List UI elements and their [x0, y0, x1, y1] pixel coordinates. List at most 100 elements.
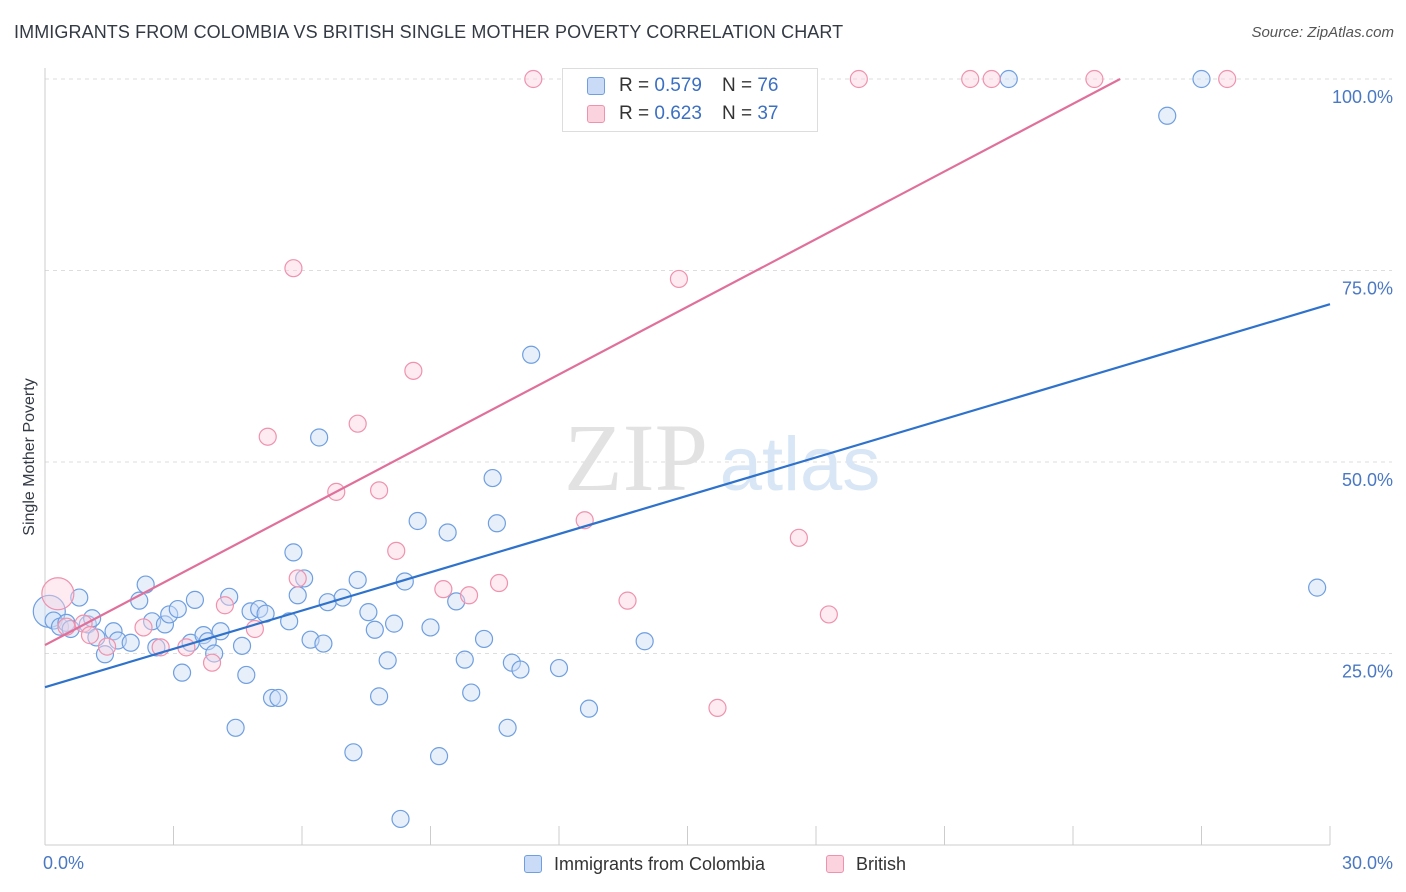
- british-point: [370, 481, 389, 500]
- colombia-point: [314, 634, 333, 653]
- colombia-trend-line: [44, 303, 1331, 689]
- british-point: [669, 269, 689, 289]
- legend-label-british: British: [856, 853, 907, 874]
- colombia-point: [220, 587, 239, 606]
- british-point: [202, 653, 222, 672]
- british-legend-swatch: [826, 855, 844, 873]
- y-tick-label: 75.0%: [1342, 279, 1393, 299]
- colombia-point: [104, 622, 123, 641]
- british-point: [80, 626, 100, 645]
- british-point: [288, 569, 307, 588]
- british-point: [708, 698, 727, 717]
- axes: [44, 68, 1331, 846]
- colombia-point: [462, 683, 481, 702]
- colombia-point: [549, 658, 569, 678]
- colombia-point: [522, 345, 541, 364]
- colombia-point: [1158, 106, 1177, 125]
- chart-title: IMMIGRANTS FROM COLOMBIA VS BRITISH SING…: [14, 22, 844, 42]
- british-point: [849, 69, 868, 89]
- legend-item-british: British: [826, 852, 906, 876]
- colombia-point: [579, 699, 599, 718]
- r-value: 0.623: [654, 103, 702, 124]
- colombia-point: [370, 687, 389, 706]
- source-note: Source: ZipAtlas.com: [1251, 24, 1394, 41]
- british-point: [348, 414, 367, 433]
- colombia-point: [999, 69, 1018, 89]
- tick-labels: 100.0% 75.0% 50.0% 25.0% 0.0% 30.0%: [43, 87, 1393, 873]
- trend-lines: [44, 78, 1331, 689]
- colombia-point: [635, 632, 654, 651]
- y-tick-label: 50.0%: [1342, 470, 1393, 490]
- colombia-point: [155, 615, 175, 634]
- x-tick-label: 0.0%: [43, 853, 84, 873]
- colombia-point: [498, 718, 517, 737]
- british-point: [618, 591, 637, 610]
- colombia-point: [280, 612, 299, 631]
- legend-item-colombia: Immigrants from Colombia: [524, 852, 765, 876]
- r-label: R =: [619, 103, 650, 124]
- colombia-point: [269, 688, 288, 708]
- colombia-point: [172, 663, 192, 682]
- legend-row-colombia: R = 0.579 N = 76: [587, 74, 778, 98]
- colombia-point: [121, 633, 140, 652]
- colombia-point: [348, 570, 367, 590]
- data-points: [32, 69, 1327, 829]
- x-tick-label: 30.0%: [1342, 853, 1393, 873]
- colombia-point: [284, 543, 303, 562]
- watermark-atlas: atlas: [720, 422, 881, 507]
- colombia-point: [359, 603, 378, 622]
- gridlines: [45, 78, 1392, 654]
- n-label: N =: [721, 103, 753, 124]
- colombia-point: [344, 743, 363, 762]
- watermark: ZIP atlas: [564, 404, 880, 511]
- colombia-point: [421, 618, 440, 637]
- colombia-point: [378, 651, 397, 670]
- colombia-point: [391, 809, 410, 829]
- colombia-point: [288, 586, 307, 605]
- colombia-point: [487, 514, 506, 533]
- colombia-point: [429, 747, 449, 766]
- british-point: [1218, 69, 1237, 89]
- colombia-point: [384, 614, 404, 633]
- colombia-point: [262, 688, 282, 708]
- r-value: 0.579: [654, 75, 702, 96]
- colombia-point: [168, 599, 187, 619]
- colombia-point: [237, 665, 256, 685]
- n-value: 37: [757, 103, 779, 124]
- british-point: [789, 528, 808, 547]
- y-tick-label: 100.0%: [1332, 87, 1393, 107]
- british-point: [961, 69, 980, 89]
- colombia-point: [438, 523, 457, 542]
- legend-row-british: R = 0.623 N = 37: [587, 102, 778, 126]
- n-label: N =: [721, 75, 753, 96]
- british-point: [284, 259, 303, 278]
- british-point: [1085, 69, 1104, 89]
- colombia-point: [310, 428, 329, 447]
- colombia-point: [455, 650, 474, 669]
- colombia-point: [226, 718, 245, 737]
- colombia-point: [474, 629, 494, 649]
- colombia-point: [511, 660, 530, 679]
- british-point: [215, 596, 234, 615]
- colombia-point: [1308, 578, 1327, 597]
- y-axis-label: Single Mother Poverty: [21, 378, 38, 535]
- british-point: [258, 427, 277, 446]
- colombia-point: [483, 468, 502, 488]
- british-trend-line: [44, 78, 1121, 647]
- british-point: [134, 618, 153, 637]
- colombia-point: [365, 620, 384, 639]
- colombia-point: [70, 588, 89, 607]
- colombia-point: [250, 599, 269, 619]
- british-point: [404, 361, 423, 380]
- british-point: [819, 605, 838, 624]
- stats-legend: R = 0.579 N = 76 R = 0.623 N = 37: [562, 68, 818, 132]
- y-tick-label: 25.0%: [1342, 662, 1393, 682]
- colombia-point: [295, 569, 314, 588]
- colombia-point: [136, 575, 155, 594]
- british-point: [387, 541, 406, 560]
- british-point: [98, 637, 117, 656]
- british-point: [41, 577, 75, 611]
- n-value: 76: [757, 75, 779, 96]
- r-label: R =: [619, 75, 650, 96]
